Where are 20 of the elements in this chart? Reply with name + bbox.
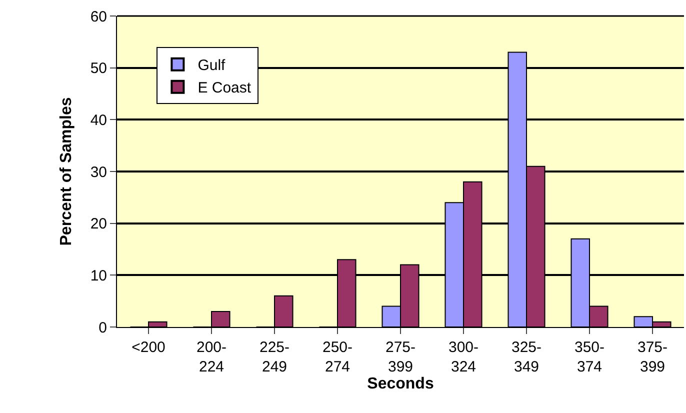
y-tick-label: 60 <box>90 8 107 26</box>
x-tick-label: 375- 399 <box>637 339 668 376</box>
x-tick-label: 325- 349 <box>511 339 542 376</box>
y-tick-label: 40 <box>90 112 107 129</box>
x-tick-label: 200- 224 <box>196 339 227 376</box>
y-tick-label: 20 <box>90 216 107 233</box>
x-axis-title: Seconds <box>367 376 434 392</box>
x-tick-label: <200 <box>132 339 166 356</box>
y-tick-label: 0 <box>98 319 107 336</box>
x-tick-label: 300- 324 <box>448 339 479 376</box>
legend-label: Gulf <box>198 57 226 74</box>
y-tick-label: 10 <box>90 267 107 284</box>
x-tick-label: 250- 274 <box>322 339 353 376</box>
legend-label: E Coast <box>198 80 252 97</box>
x-tick-label: 225- 249 <box>259 339 290 376</box>
x-tick-label: 350- 374 <box>574 339 605 376</box>
x-tick-label: 275- 399 <box>385 339 416 376</box>
y-axis-title: Percent of Samples <box>58 97 76 246</box>
y-tick-label: 50 <box>90 60 107 78</box>
y-tick-label: 30 <box>90 164 107 181</box>
